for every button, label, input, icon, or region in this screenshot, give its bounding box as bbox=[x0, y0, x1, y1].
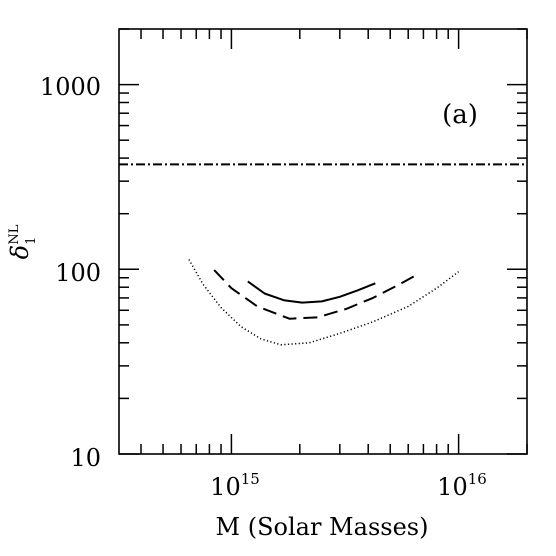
y-axis-label-superscript: NL bbox=[7, 224, 22, 244]
y-tick-label-1000: 1000 bbox=[40, 73, 101, 101]
x-tick-label-1e15: 1015 bbox=[210, 470, 260, 501]
y-axis-label-base: δ bbox=[6, 245, 34, 259]
x-tick-labels: 1015 1016 bbox=[210, 470, 487, 501]
y-tick-label-10: 10 bbox=[70, 444, 101, 472]
x-tick-exponent: 15 bbox=[241, 470, 260, 488]
series-layer bbox=[119, 163, 527, 346]
panel-label: (a) bbox=[442, 100, 478, 130]
y-axis-label: δ1NL bbox=[6, 224, 39, 259]
x-tick-mantissa: 10 bbox=[210, 473, 241, 501]
y-tick-labels: 1000 100 10 bbox=[40, 73, 101, 472]
x-tick-exponent: 16 bbox=[468, 470, 487, 488]
axis-ticks bbox=[119, 28, 528, 455]
series-line-dotted bbox=[188, 259, 460, 346]
x-axis-label: M (Solar Masses) bbox=[216, 513, 429, 541]
y-tick-label-100: 100 bbox=[55, 259, 101, 287]
y-axis-label-subscript: 1 bbox=[24, 237, 39, 245]
series-line-solid bbox=[247, 280, 376, 304]
series-line-dashed bbox=[213, 269, 419, 320]
x-tick-mantissa: 10 bbox=[437, 473, 468, 501]
x-tick-label-1e16: 1016 bbox=[437, 470, 487, 501]
plot-frame bbox=[118, 28, 528, 455]
